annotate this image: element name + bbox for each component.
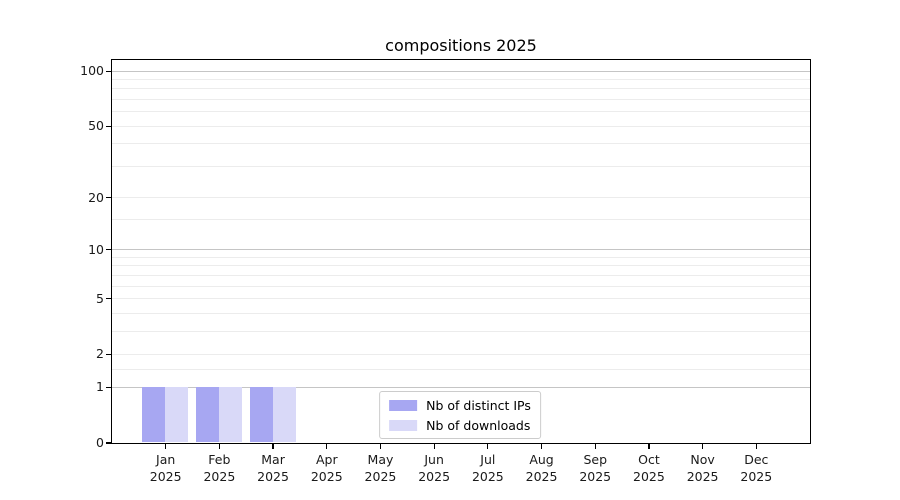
bar-downloads [218, 386, 242, 443]
x-tick-month: Mar [261, 452, 285, 467]
x-tick-label: Jul 2025 [472, 451, 504, 485]
gridline-minor [111, 274, 810, 276]
x-tick-month: Sep [583, 452, 607, 467]
x-tick-label: Oct 2025 [633, 451, 665, 485]
bar-distinct-ips [249, 386, 273, 443]
gridline-minor [111, 265, 810, 267]
x-tick-year: 2025 [203, 469, 236, 484]
x-tick-month: Apr [315, 452, 338, 467]
x-tick-year: 2025 [579, 469, 612, 484]
bar-downloads [272, 386, 296, 443]
gridline-minor [111, 353, 810, 355]
x-tick-year: 2025 [471, 469, 504, 484]
x-tick-label: Jun 2025 [418, 451, 450, 485]
x-tick-mark [218, 443, 221, 449]
plot-area [110, 58, 811, 444]
x-tick-mark [433, 443, 435, 449]
y-tick-label: 1 [96, 379, 104, 395]
x-tick-label: Mar 2025 [257, 451, 289, 485]
y-tick-label: 5 [96, 290, 104, 306]
x-tick-year: 2025 [633, 469, 665, 484]
bar-downloads [165, 386, 189, 443]
x-tick-mark [326, 443, 328, 449]
x-tick-label: Jan 2025 [150, 451, 182, 485]
x-tick-label: Sep 2025 [579, 451, 611, 485]
x-tick-mark [540, 443, 543, 449]
x-tick-month: Nov [690, 452, 715, 467]
y-tick-label: 50 [88, 118, 104, 134]
x-tick-mark [648, 443, 650, 449]
x-tick-month: May [367, 452, 394, 467]
x-tick-year: 2025 [418, 469, 451, 484]
x-tick-month: Dec [744, 452, 769, 467]
y-tick-label: 10 [88, 241, 104, 257]
gridline-major [111, 70, 810, 72]
x-tick-mark [755, 443, 757, 449]
gridline-minor [111, 79, 810, 81]
x-tick-year: 2025 [257, 469, 289, 484]
bar-distinct-ips [142, 386, 166, 443]
legend-label-downloads: Nb of downloads [426, 417, 531, 433]
gridline-minor [111, 125, 810, 127]
gridline-minor [111, 165, 810, 167]
gridline-minor [111, 285, 810, 287]
x-tick-year: 2025 [686, 469, 719, 484]
gridline-minor [111, 312, 810, 314]
y-tick-label: 2 [96, 346, 104, 362]
gridline-minor [111, 368, 810, 370]
gridlines-layer [111, 60, 810, 443]
x-tick-year: 2025 [740, 469, 773, 484]
x-tick-label: May 2025 [365, 451, 397, 485]
gridline-minor [111, 143, 810, 145]
gridline-minor [111, 219, 810, 221]
legend-swatch-distinct-ips-icon [389, 399, 418, 411]
x-tick-month: Jan [156, 452, 176, 467]
bar-distinct-ips [195, 386, 219, 443]
bars-layer [112, 60, 810, 443]
x-tick-mark [701, 443, 704, 449]
gridline-minor [111, 111, 810, 113]
x-tick-label: Feb 2025 [203, 451, 235, 485]
gridline-minor [111, 88, 810, 90]
x-tick-mark [272, 443, 274, 449]
legend-swatch-downloads-icon [389, 419, 418, 431]
x-tick-month: Aug [529, 452, 554, 467]
gridline-minor [111, 298, 810, 300]
gridline-minor [111, 256, 810, 258]
gridline-major [111, 249, 810, 251]
x-tick-month: Jul [480, 452, 496, 467]
x-tick-year: 2025 [149, 469, 182, 484]
legend-entry-downloads: Nb of downloads [389, 417, 531, 433]
x-tick-label: Nov 2025 [687, 451, 719, 485]
x-tick-mark [165, 443, 167, 449]
x-tick-label: Apr 2025 [311, 451, 343, 485]
gridline-minor [111, 330, 810, 332]
y-tick-label: 0 [96, 435, 104, 450]
x-tick-mark [487, 443, 489, 449]
gridline-minor [111, 99, 810, 101]
gridline-major [111, 386, 810, 388]
x-tick-month: Feb [208, 452, 231, 467]
x-tick-mark [594, 443, 596, 449]
y-tick-label: 100 [80, 63, 104, 79]
x-tick-year: 2025 [310, 469, 343, 484]
x-tick-year: 2025 [364, 469, 397, 484]
x-tick-month: Jun [424, 452, 444, 467]
gridline-minor [111, 197, 810, 199]
y-tick-label: 20 [88, 189, 104, 205]
legend-label-distinct-ips: Nb of distinct IPs [426, 397, 531, 413]
x-tick-month: Oct [638, 452, 660, 467]
chart-title: compositions 2025 [385, 36, 537, 55]
x-tick-label: Aug 2025 [526, 451, 558, 485]
legend: Nb of distinct IPs Nb of downloads [379, 391, 541, 439]
x-tick-mark [379, 443, 382, 449]
x-tick-year: 2025 [525, 469, 558, 484]
x-tick-label: Dec 2025 [740, 451, 772, 485]
legend-entry-distinct-ips: Nb of distinct IPs [389, 397, 531, 413]
